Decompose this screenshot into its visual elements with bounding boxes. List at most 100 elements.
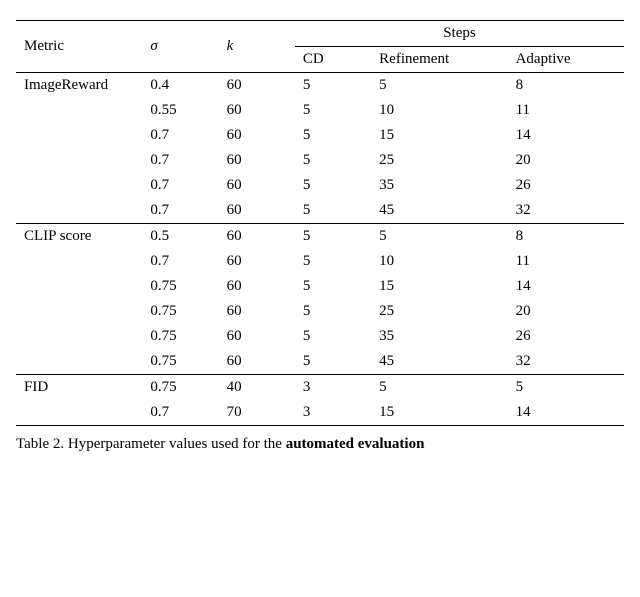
- cell-sigma: 0.4: [142, 73, 218, 99]
- cell-ref: 45: [371, 198, 507, 224]
- cell-adapt: 20: [508, 148, 624, 173]
- table-row: 0.76053526: [16, 173, 624, 198]
- cell-cd: 5: [295, 349, 371, 375]
- cell-metric: [16, 123, 142, 148]
- cell-cd: 5: [295, 224, 371, 250]
- cell-ref: 25: [371, 299, 507, 324]
- cell-sigma: 0.7: [142, 249, 218, 274]
- cell-sigma: 0.75: [142, 349, 218, 375]
- cell-adapt: 5: [508, 375, 624, 401]
- cell-metric: [16, 198, 142, 224]
- header-k: k: [219, 21, 295, 73]
- cell-sigma: 0.75: [142, 274, 218, 299]
- table-row: 0.76052520: [16, 148, 624, 173]
- cell-adapt: 11: [508, 249, 624, 274]
- cell-k: 60: [219, 224, 295, 250]
- hyperparameter-table: Metric σ k Steps CD Refinement Adaptive …: [16, 20, 624, 426]
- cell-cd: 5: [295, 173, 371, 198]
- cell-adapt: 8: [508, 224, 624, 250]
- cell-metric: ImageReward: [16, 73, 142, 99]
- cell-metric: [16, 274, 142, 299]
- header-metric: Metric: [16, 21, 142, 73]
- cell-metric: FID: [16, 375, 142, 401]
- cell-ref: 5: [371, 224, 507, 250]
- cell-cd: 3: [295, 400, 371, 426]
- table-row: 0.556051011: [16, 98, 624, 123]
- cell-sigma: 0.75: [142, 375, 218, 401]
- table-row: 0.756052520: [16, 299, 624, 324]
- cell-adapt: 8: [508, 73, 624, 99]
- cell-metric: [16, 98, 142, 123]
- caption-text: Hyperparameter values used for the: [64, 436, 286, 452]
- table-row: 0.756054532: [16, 349, 624, 375]
- table-row: 0.76051011: [16, 249, 624, 274]
- cell-cd: 5: [295, 148, 371, 173]
- cell-ref: 35: [371, 173, 507, 198]
- table-row: 0.76054532: [16, 198, 624, 224]
- cell-adapt: 26: [508, 324, 624, 349]
- table-row: 0.756053526: [16, 324, 624, 349]
- cell-k: 60: [219, 299, 295, 324]
- cell-k: 60: [219, 148, 295, 173]
- cell-metric: [16, 249, 142, 274]
- cell-k: 60: [219, 123, 295, 148]
- cell-sigma: 0.7: [142, 123, 218, 148]
- cell-metric: [16, 173, 142, 198]
- cell-adapt: 32: [508, 198, 624, 224]
- cell-adapt: 14: [508, 400, 624, 426]
- cell-adapt: 11: [508, 98, 624, 123]
- cell-cd: 5: [295, 274, 371, 299]
- cell-sigma: 0.7: [142, 173, 218, 198]
- cell-sigma: 0.7: [142, 198, 218, 224]
- header-cd: CD: [295, 47, 371, 73]
- table-body: ImageReward0.4605580.5560510110.76051514…: [16, 73, 624, 426]
- cell-ref: 15: [371, 274, 507, 299]
- cell-ref: 35: [371, 324, 507, 349]
- table-row: FID0.7540355: [16, 375, 624, 401]
- cell-k: 60: [219, 274, 295, 299]
- caption-prefix: Table 2.: [16, 436, 64, 452]
- cell-k: 60: [219, 324, 295, 349]
- caption-bold: automated evaluation: [286, 436, 425, 452]
- cell-metric: [16, 400, 142, 426]
- cell-k: 60: [219, 73, 295, 99]
- cell-cd: 3: [295, 375, 371, 401]
- cell-sigma: 0.75: [142, 299, 218, 324]
- cell-sigma: 0.75: [142, 324, 218, 349]
- cell-metric: CLIP score: [16, 224, 142, 250]
- cell-cd: 5: [295, 249, 371, 274]
- cell-sigma: 0.55: [142, 98, 218, 123]
- cell-k: 60: [219, 349, 295, 375]
- header-adaptive: Adaptive: [508, 47, 624, 73]
- cell-k: 60: [219, 249, 295, 274]
- table-row: 0.77031514: [16, 400, 624, 426]
- header-sigma: σ: [142, 21, 218, 73]
- cell-ref: 10: [371, 98, 507, 123]
- cell-metric: [16, 324, 142, 349]
- cell-sigma: 0.7: [142, 400, 218, 426]
- cell-ref: 5: [371, 375, 507, 401]
- cell-sigma: 0.7: [142, 148, 218, 173]
- cell-adapt: 26: [508, 173, 624, 198]
- cell-sigma: 0.5: [142, 224, 218, 250]
- cell-ref: 15: [371, 400, 507, 426]
- cell-cd: 5: [295, 98, 371, 123]
- cell-ref: 25: [371, 148, 507, 173]
- cell-k: 60: [219, 173, 295, 198]
- cell-ref: 10: [371, 249, 507, 274]
- cell-ref: 5: [371, 73, 507, 99]
- cell-metric: [16, 148, 142, 173]
- table-row: ImageReward0.460558: [16, 73, 624, 99]
- cell-k: 70: [219, 400, 295, 426]
- cell-ref: 45: [371, 349, 507, 375]
- table-row: 0.76051514: [16, 123, 624, 148]
- header-refinement: Refinement: [371, 47, 507, 73]
- header-steps-group: Steps: [295, 21, 624, 47]
- cell-adapt: 32: [508, 349, 624, 375]
- cell-k: 60: [219, 98, 295, 123]
- cell-adapt: 14: [508, 274, 624, 299]
- cell-k: 60: [219, 198, 295, 224]
- cell-ref: 15: [371, 123, 507, 148]
- table-row: CLIP score0.560558: [16, 224, 624, 250]
- cell-cd: 5: [295, 324, 371, 349]
